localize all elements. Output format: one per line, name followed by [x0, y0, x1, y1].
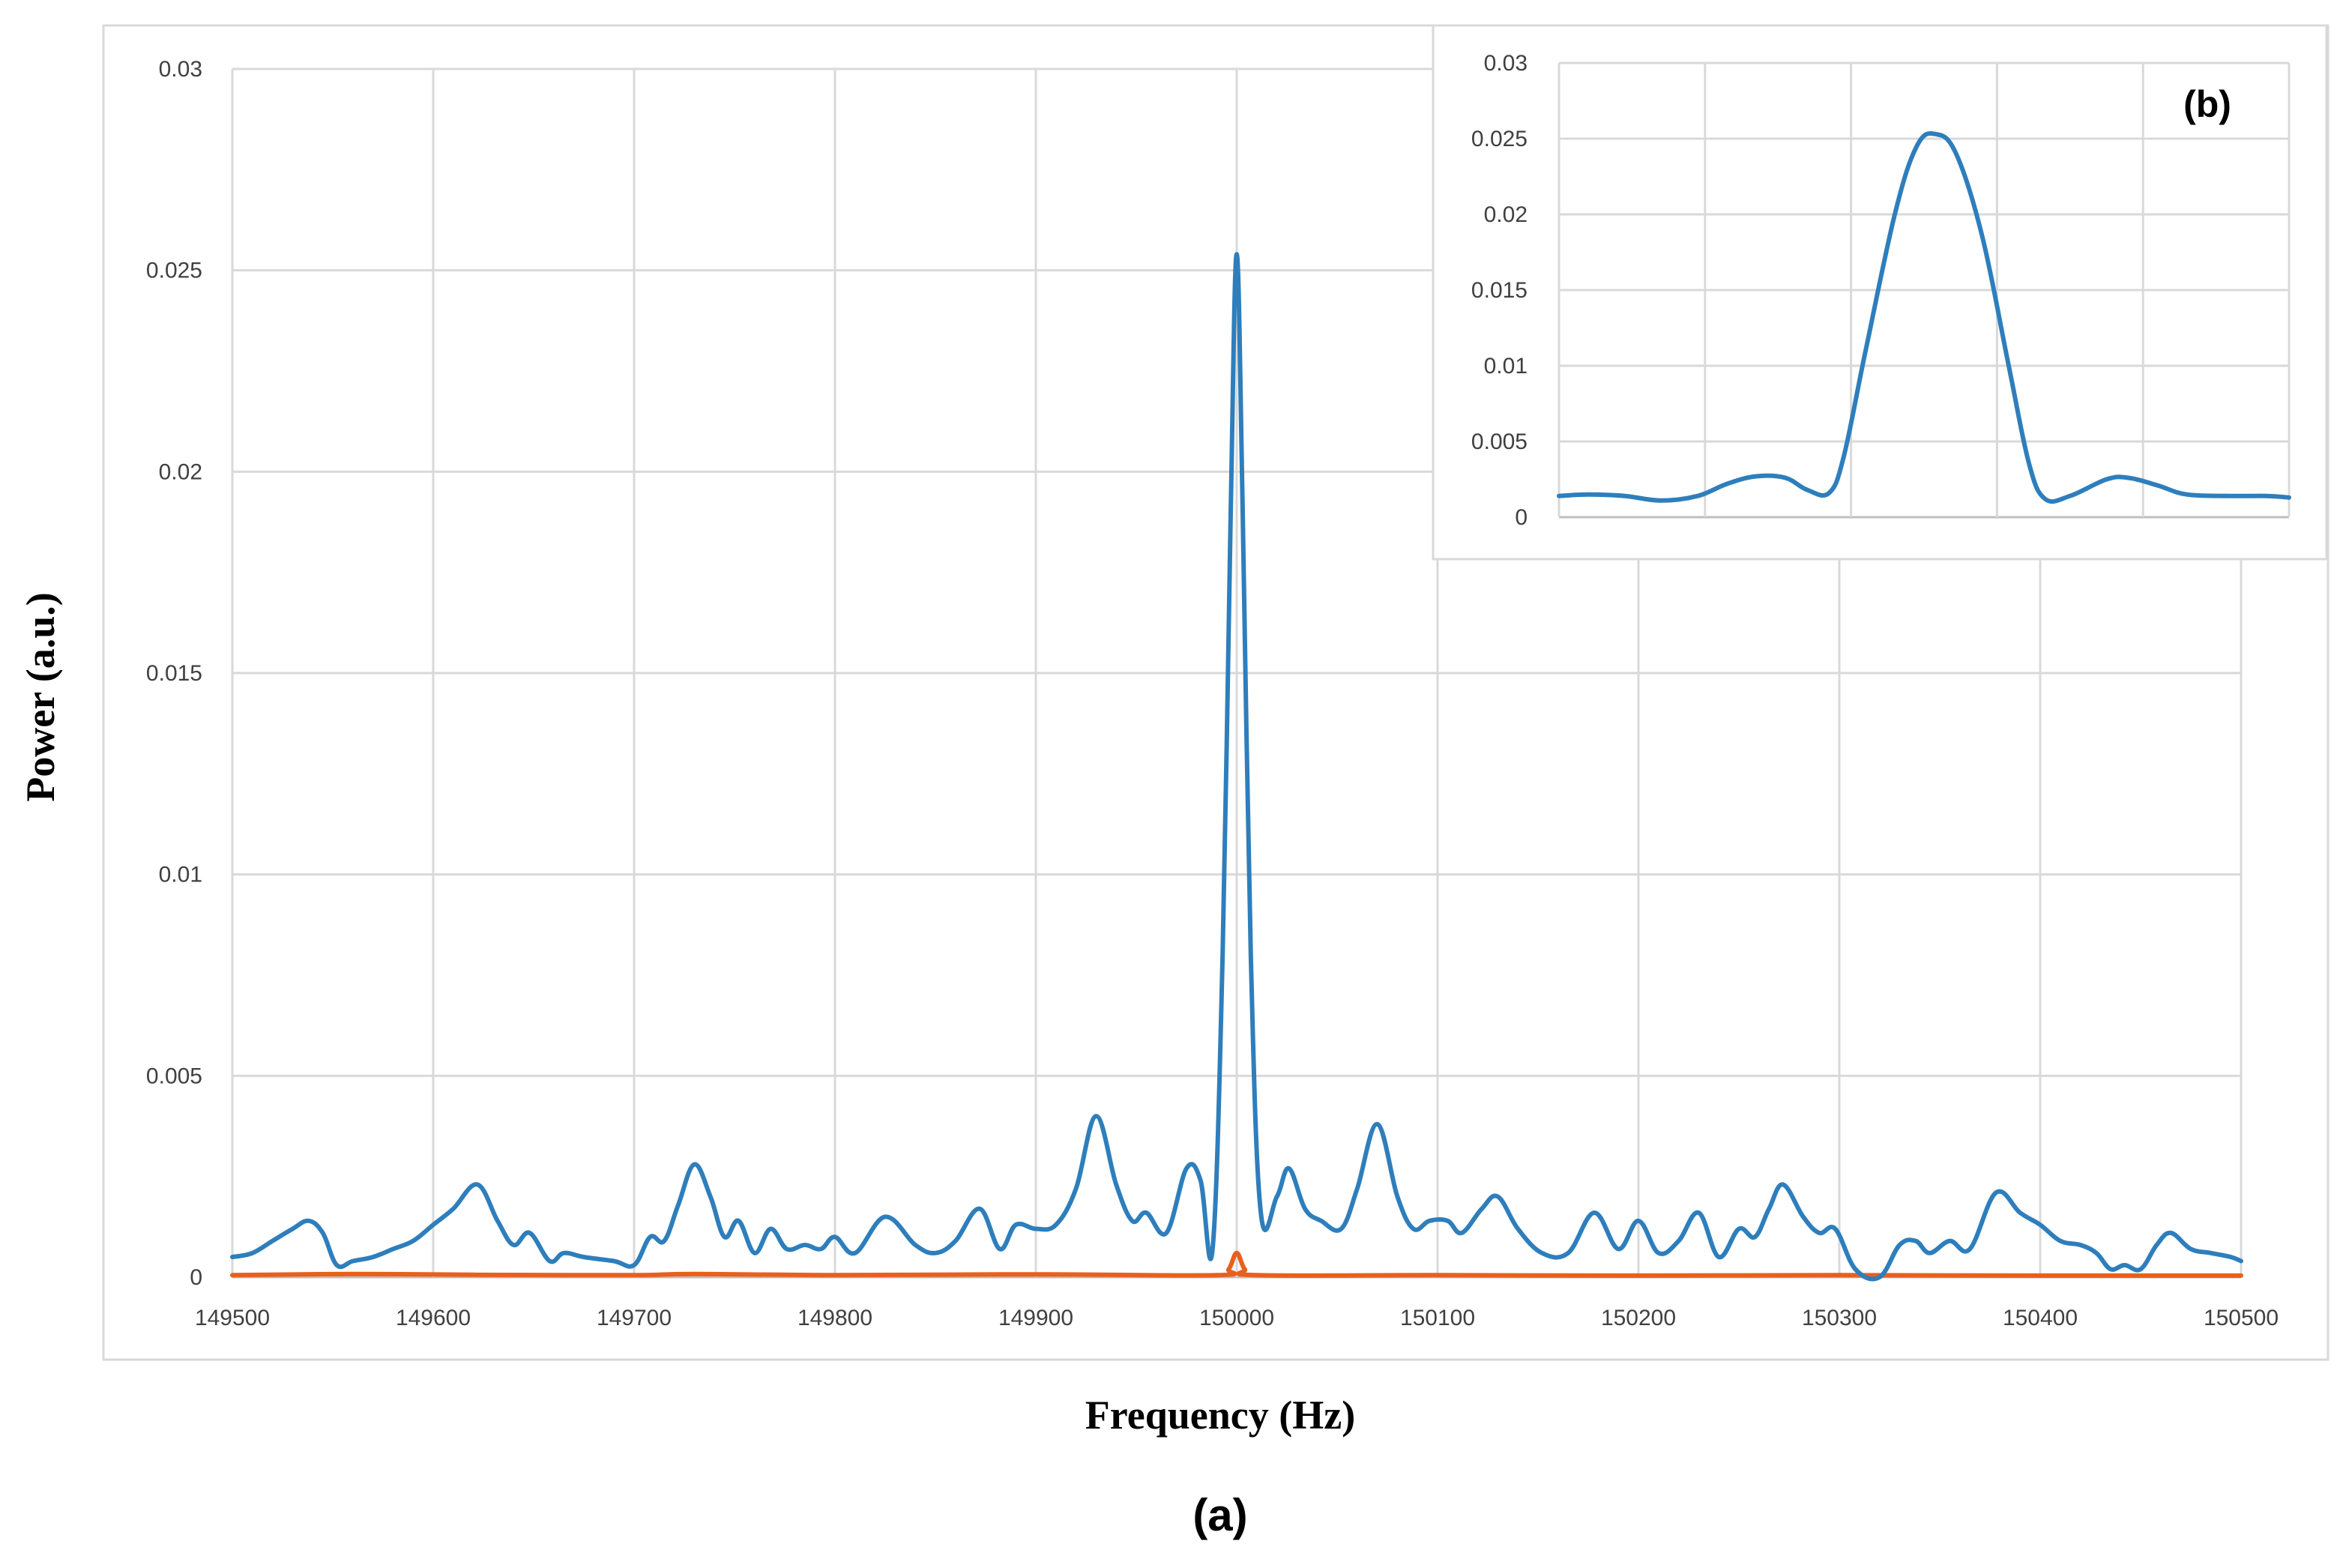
- inset-y-tick-label: 0.015: [1471, 278, 1528, 303]
- main-x-tick-label: 150500: [2204, 1306, 2279, 1330]
- main-y-tick-label: 0.025: [146, 259, 202, 283]
- orange-series-line: [230, 1250, 2243, 1278]
- blue-series-line: [230, 252, 2243, 1282]
- main-y-tick-labels: 0 0.005 0.01 0.015 0.02 0.025 0.03: [146, 57, 202, 1290]
- main-series-layer: [230, 252, 2243, 1282]
- inset-blue-series-line: [1557, 130, 2291, 504]
- main-y-tick-label: 0.005: [146, 1064, 202, 1088]
- inset-y-tick-label: 0.03: [1484, 51, 1528, 76]
- main-x-tick-label: 150100: [1400, 1306, 1475, 1330]
- main-x-tick-label: 150300: [1802, 1306, 1877, 1330]
- inset-y-tick-label: 0.02: [1484, 202, 1528, 227]
- main-x-tick-labels: 149500 149600 149700 149800 149900 150000 1501…: [195, 1306, 2279, 1330]
- main-y-tick-label: 0.015: [146, 661, 202, 686]
- main-y-tick-label: 0.01: [159, 863, 202, 887]
- panel-b-label: (b): [2183, 83, 2231, 125]
- main-x-tick-label: 149900: [998, 1306, 1073, 1330]
- main-y-tick-label: 0.03: [159, 57, 202, 82]
- inset-y-tick-label: 0: [1515, 505, 1528, 530]
- x-axis-title: Frequency (Hz): [1085, 1393, 1355, 1438]
- main-x-tick-label: 150000: [1199, 1306, 1274, 1330]
- inset-series-layer: [1557, 130, 2291, 504]
- main-x-tick-label: 149700: [597, 1306, 672, 1330]
- inset-y-tick-label: 0.025: [1471, 127, 1528, 151]
- panel-a-label: (a): [1192, 1490, 1247, 1540]
- main-x-tick-label: 149600: [396, 1306, 471, 1330]
- main-x-tick-label: 150400: [2003, 1306, 2078, 1330]
- inset-y-tick-label: 0.01: [1484, 354, 1528, 379]
- main-x-tick-label: 149500: [195, 1306, 270, 1330]
- main-x-tick-label: 150200: [1601, 1306, 1676, 1330]
- inset-grid: [1558, 61, 2291, 519]
- main-y-tick-label: 0.02: [159, 459, 202, 484]
- main-x-tick-label: 149800: [797, 1306, 872, 1330]
- main-y-tick-label: 0: [190, 1265, 202, 1290]
- inset-y-tick-label: 0.005: [1471, 429, 1528, 454]
- inset-y-tick-labels: 0 0.005 0.01 0.015 0.02 0.025 0.03: [1471, 51, 1528, 530]
- y-axis-title: Power (a.u.): [18, 592, 63, 801]
